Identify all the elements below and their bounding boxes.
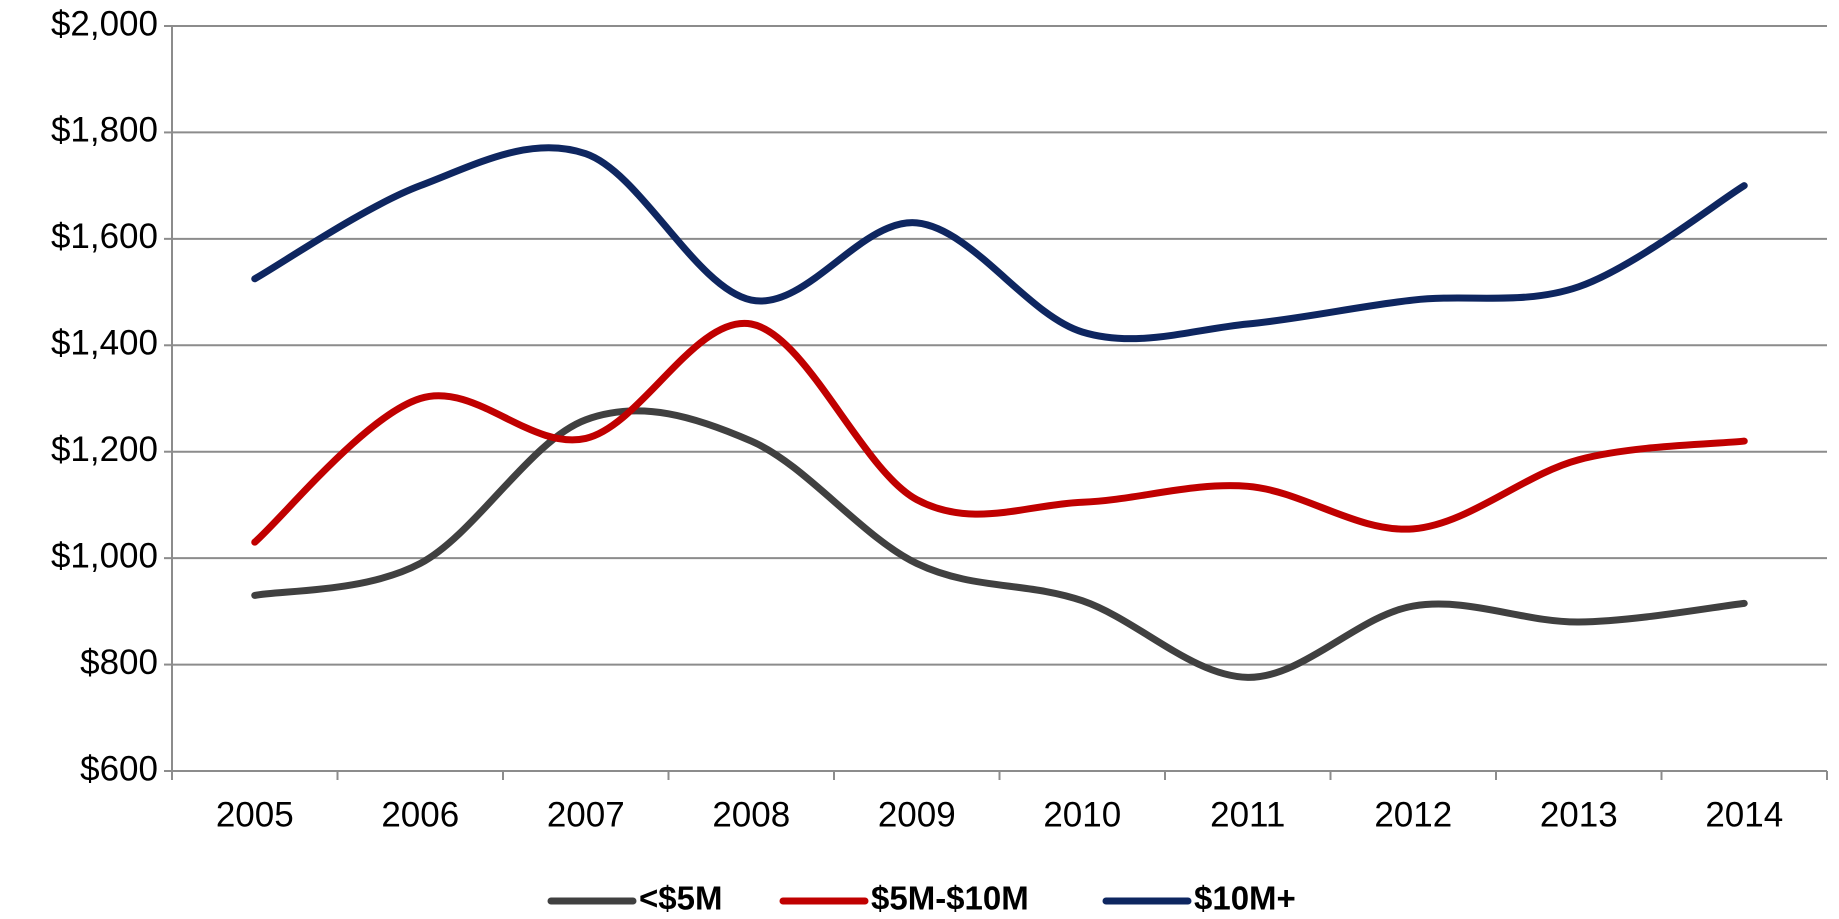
x-tick-label: 2005	[216, 795, 294, 834]
legend-label: $10M+	[1194, 880, 1296, 917]
x-tick-label: 2006	[381, 795, 459, 834]
y-tick-label: $1,400	[51, 324, 158, 363]
x-tick-label: 2011	[1210, 795, 1285, 834]
series-line	[251, 319, 1748, 546]
y-tick-label: $800	[80, 643, 158, 682]
series-line	[251, 144, 1748, 343]
legend-label: $5M-$10M	[871, 880, 1029, 917]
y-tick-label: $1,600	[51, 217, 158, 256]
x-tick-label: 2013	[1540, 795, 1618, 834]
x-tick-label: 2008	[712, 795, 790, 834]
x-tick-label: 2014	[1705, 795, 1783, 834]
y-tick-label: $2,000	[51, 4, 158, 43]
y-tick-label: $600	[80, 749, 158, 788]
x-tick-label: 2009	[878, 795, 956, 834]
series-line	[251, 407, 1748, 681]
legend-label: <$5M	[639, 880, 722, 917]
x-tick-label: 2007	[547, 795, 625, 834]
x-tick-label: 2010	[1043, 795, 1121, 834]
y-tick-label: $1,000	[51, 536, 158, 575]
x-tick-label: 2012	[1374, 795, 1452, 834]
y-tick-label: $1,200	[51, 430, 158, 469]
y-tick-label: $1,800	[51, 111, 158, 150]
